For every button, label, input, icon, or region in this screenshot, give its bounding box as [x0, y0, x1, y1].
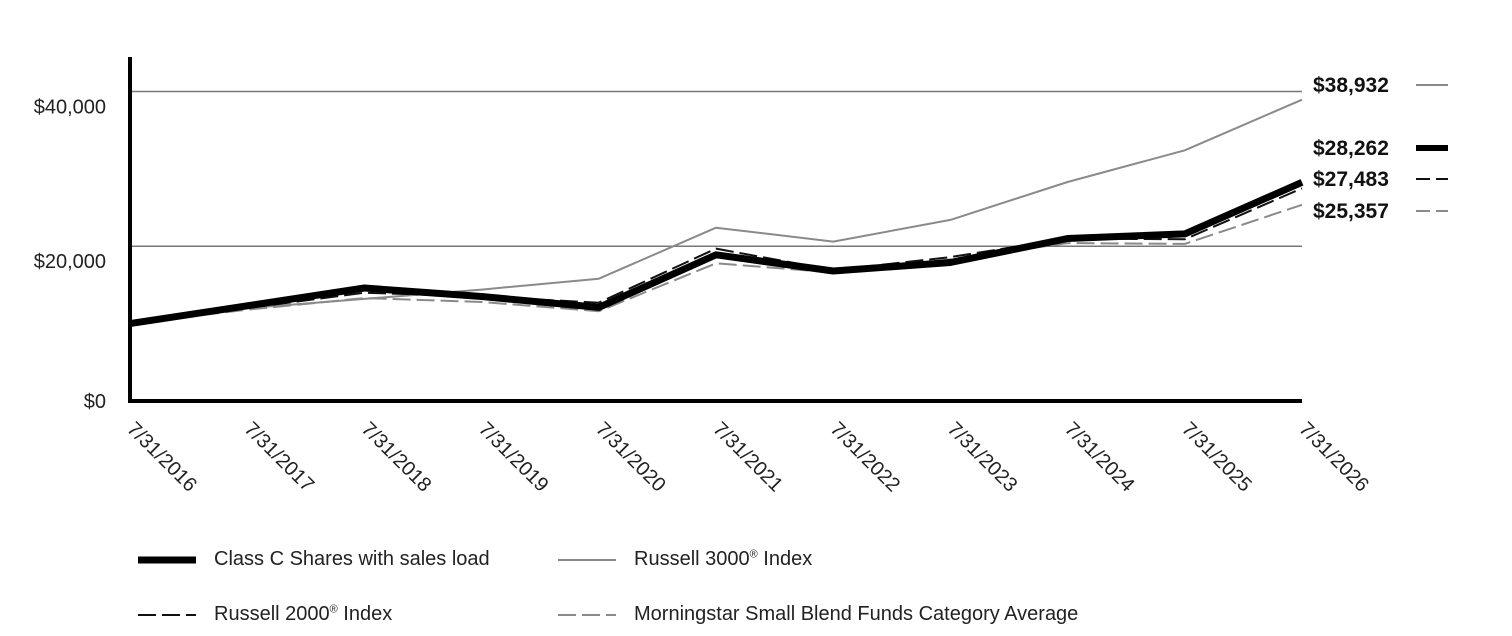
x-tick-label: 7/31/2025	[1177, 418, 1255, 496]
legend-label-class-c: Class C Shares with sales load	[214, 548, 490, 570]
x-tick-label: 7/31/2024	[1060, 418, 1138, 496]
series-line	[129, 203, 1303, 325]
x-tick-label: 7/31/2021	[708, 418, 786, 496]
series-line	[129, 179, 1304, 328]
gridlines	[130, 90, 1302, 247]
legend-item-morningstar: Morningstar Small Blend Funds Category A…	[556, 603, 1078, 626]
y-tick-label: $40,000	[34, 96, 106, 118]
x-tick-label: 7/31/2026	[1294, 418, 1372, 496]
x-tick-label: 7/31/2016	[122, 418, 200, 496]
end-value-label: $28,262	[1313, 137, 1389, 160]
x-tick-label: 7/31/2017	[240, 418, 318, 496]
end-value-label: $27,483	[1313, 168, 1389, 191]
legend-label-russell-2000: Russell 2000® Index	[214, 603, 393, 625]
legend-swatch-class-c	[138, 556, 196, 563]
end-labels: $38,932 $25,357 $27,483 $28,262	[1313, 74, 1448, 223]
legend-swatch-russell-2000	[138, 613, 196, 616]
end-value-label: $38,932	[1313, 74, 1389, 97]
legend-swatch-morningstar	[558, 613, 616, 616]
series-line	[129, 98, 1303, 325]
legend-item-russell-2000: Russell 2000® Index	[136, 603, 392, 626]
x-tick-label: 7/31/2019	[474, 418, 552, 496]
legend-label-morningstar: Morningstar Small Blend Funds Category A…	[634, 603, 1079, 625]
x-tick-label: 7/31/2022	[826, 418, 904, 496]
x-tick-label: 7/31/2020	[591, 418, 669, 496]
end-value-label: $25,357	[1313, 200, 1389, 223]
y-tick-label: $0	[84, 391, 106, 413]
x-tick-label: 7/31/2023	[943, 418, 1021, 496]
x-tick-label: 7/31/2018	[357, 418, 435, 496]
legend-item-russell-3000: Russell 3000® Index	[556, 548, 812, 571]
y-tick-label: $20,000	[34, 251, 106, 273]
legend-label-russell-3000: Russell 3000® Index	[634, 548, 813, 570]
axes: $0 $20,000 $40,000 7/31/2016 7/31/2017 7/31/2…	[34, 57, 1373, 496]
series-lines	[129, 98, 1304, 328]
legend-swatch-russell-3000	[558, 558, 616, 561]
legend-item-class-c: Class C Shares with sales load	[136, 548, 490, 571]
